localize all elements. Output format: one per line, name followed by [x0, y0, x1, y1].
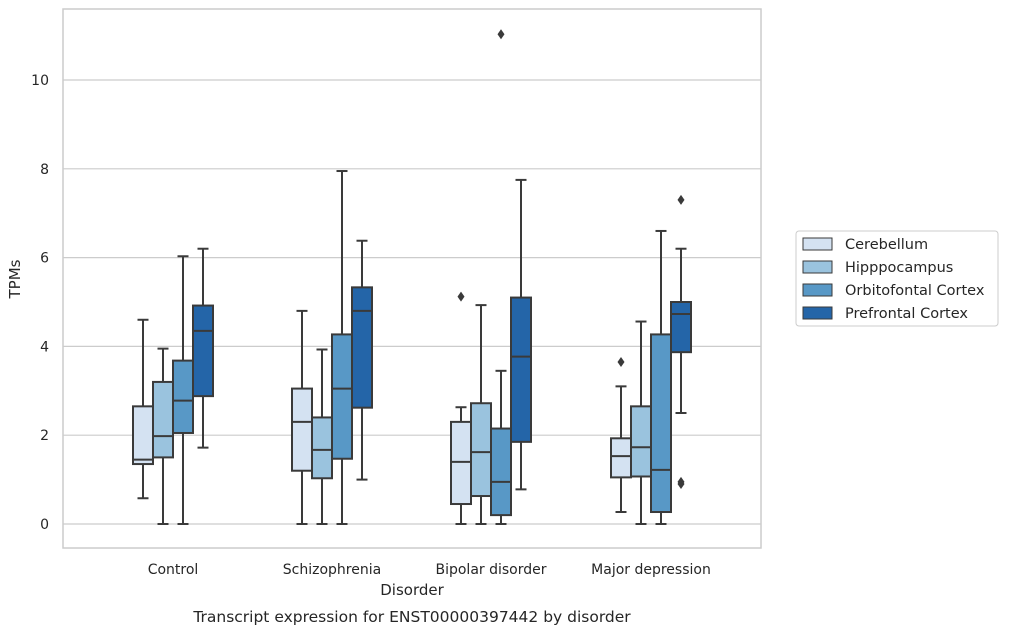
box-iqr	[152, 380, 174, 459]
outlier-point	[677, 479, 685, 490]
box-group	[490, 29, 512, 525]
box-iqr	[311, 416, 333, 480]
y-tick-label: 10	[31, 73, 49, 89]
y-tick-labels: 0 2 4 6 8 10	[31, 73, 49, 533]
y-tick-label: 0	[40, 517, 49, 533]
box-iqr	[291, 387, 313, 472]
legend-swatch	[802, 237, 833, 251]
legend-frame	[795, 230, 999, 327]
legend-swatch	[802, 306, 833, 320]
box-group	[192, 247, 214, 449]
outlier-point	[497, 29, 505, 40]
y-tick-label: 2	[40, 428, 49, 444]
legend-swatch	[802, 260, 833, 274]
legend-entries: Cerebellum Hipppocampus Orbitofontal Corte…	[802, 237, 985, 322]
outlier-point	[677, 194, 685, 205]
series-hipppocampus	[152, 304, 652, 525]
legend-label: Cerebellum	[845, 237, 928, 253]
chart-caption: Transcript expression for ENST0000039744…	[192, 608, 631, 626]
legend-swatch	[802, 283, 833, 297]
y-tick-label: 8	[40, 162, 49, 178]
box-iqr	[132, 405, 154, 466]
box-group	[470, 304, 492, 525]
box-group	[630, 320, 652, 525]
box-group	[510, 178, 532, 491]
series-orbitofontal-cortex	[172, 29, 672, 525]
y-tick-label: 4	[40, 339, 49, 355]
series-prefrontal-cortex	[192, 178, 692, 491]
box-iqr	[490, 427, 512, 517]
outlier-point	[457, 291, 465, 302]
x-axis-label: Disorder	[380, 581, 444, 599]
box-iqr	[470, 402, 492, 498]
x-tick-label: Schizophrenia	[283, 562, 381, 578]
legend-label: Prefrontal Cortex	[845, 306, 968, 322]
box-iqr	[650, 333, 672, 514]
box-iqr	[351, 286, 373, 409]
box-group	[152, 347, 174, 525]
box-iqr	[172, 359, 194, 434]
legend: Cerebellum Hipppocampus Orbitofontal Corte…	[795, 230, 999, 327]
box-iqr	[450, 420, 472, 506]
x-tick-label: Bipolar disorder	[435, 562, 546, 578]
box-group	[351, 239, 373, 481]
legend-label: Hipppocampus	[845, 260, 953, 276]
x-tick-label: Control	[148, 562, 199, 578]
box-group	[670, 194, 692, 490]
box-series	[132, 29, 692, 525]
box-iqr	[331, 333, 353, 460]
x-tick-labels: Control Schizophrenia Bipolar disorder Majo…	[148, 562, 711, 578]
y-axis-label: TPMs	[6, 259, 24, 299]
y-tick-label: 6	[40, 251, 49, 267]
box-group	[650, 229, 672, 525]
x-tick-label: Major depression	[591, 562, 711, 578]
outlier-point	[617, 356, 625, 367]
box-iqr	[510, 296, 532, 443]
box-group	[172, 255, 194, 525]
box-iqr	[192, 304, 214, 398]
legend-label: Orbitofontal Cortex	[845, 283, 985, 299]
box-iqr	[610, 437, 632, 479]
box-iqr	[670, 301, 692, 354]
box-iqr	[630, 405, 652, 478]
